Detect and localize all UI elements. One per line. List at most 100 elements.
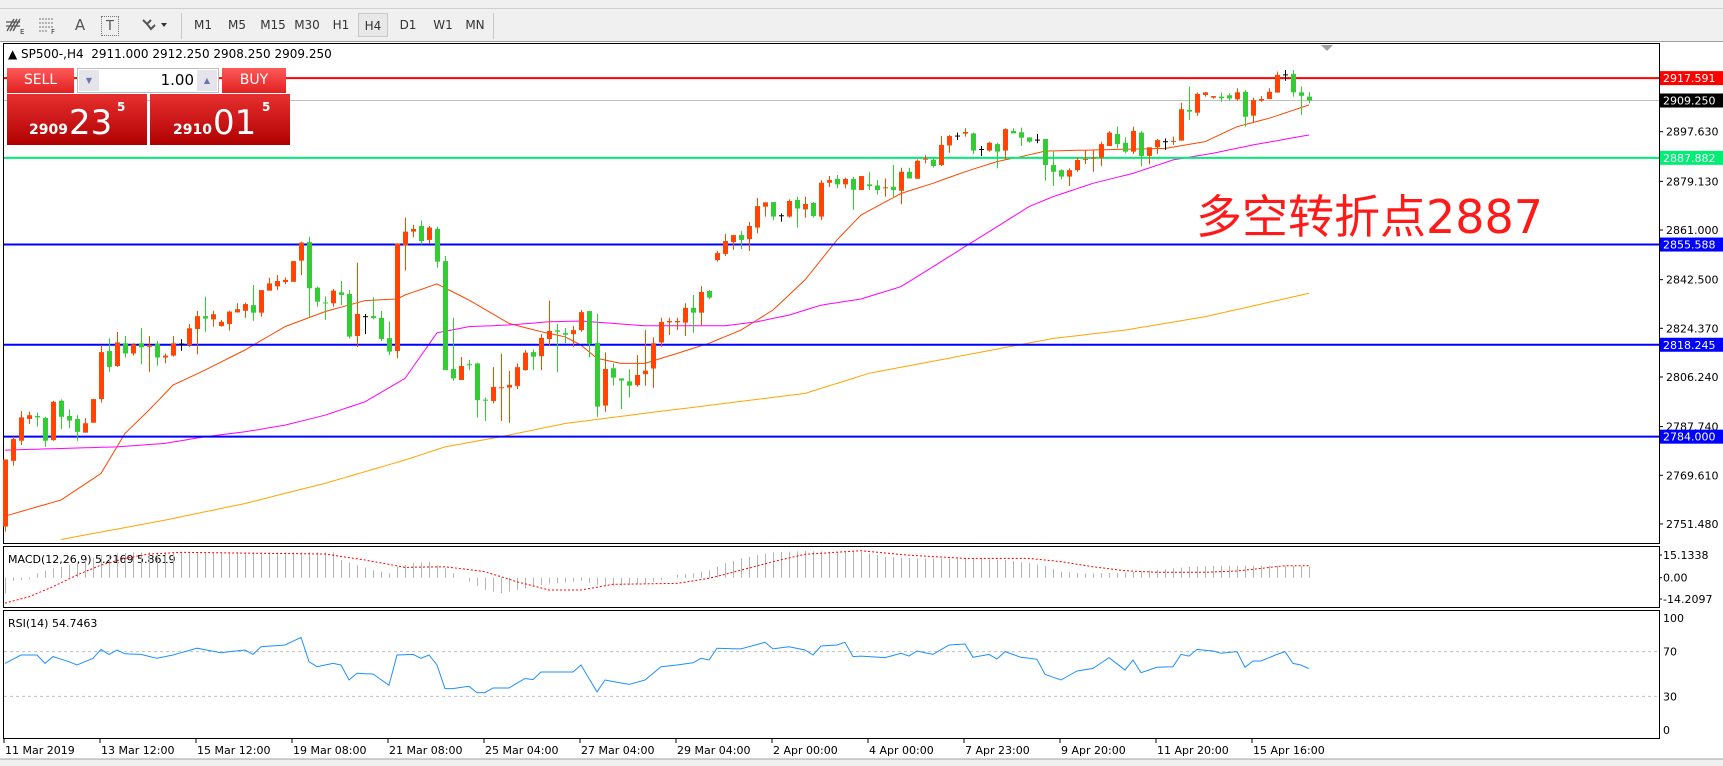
timeframe-d1-button[interactable]: D1: [399, 18, 417, 32]
sell-button[interactable]: SELL: [7, 68, 74, 93]
candle-body: [275, 280, 280, 287]
candle-body: [419, 225, 424, 242]
sell-price-box[interactable]: 2909 23 5: [7, 94, 147, 145]
time-axis-label: 9 Apr 20:00: [1061, 744, 1126, 757]
time-axis-label: 2 Apr 00:00: [773, 744, 838, 757]
candle-body: [587, 311, 592, 345]
candle-body: [1051, 165, 1056, 172]
collapse-triangle-icon[interactable]: ▲: [8, 47, 22, 61]
candle-body: [1083, 158, 1088, 160]
candle-body: [811, 202, 816, 217]
candle-body: [523, 352, 528, 371]
toolbar-separator: [181, 13, 182, 39]
candle-body: [1091, 157, 1096, 159]
candle-body: [1211, 96, 1216, 98]
price-axis-label: 2879.130: [1666, 175, 1719, 188]
time-axis-label: 27 Mar 04:00: [581, 744, 654, 757]
candle-body: [1107, 132, 1112, 146]
moving-average-line-2: [4, 134, 1310, 451]
candle-body: [75, 418, 80, 432]
candle-body: [819, 182, 824, 217]
candle-body: [547, 330, 552, 339]
fibonacci-fan-icon[interactable]: F: [34, 13, 60, 37]
candle-body: [339, 292, 344, 295]
level-price-label: 2818.245: [1663, 339, 1716, 352]
timeframe-m1-button[interactable]: M1: [194, 18, 212, 32]
arrows-dropdown-icon[interactable]: [138, 13, 172, 37]
level-price-tag: [1660, 337, 1723, 352]
timeframe-h4-button[interactable]: H4: [358, 13, 388, 37]
lot-size-input[interactable]: 1.00: [160, 71, 194, 89]
candle-body: [531, 352, 536, 357]
macd-axis-label: 15.1338: [1663, 549, 1709, 562]
candle-body: [307, 242, 312, 289]
candle-body: [403, 231, 408, 246]
chart-tabs-bar[interactable]: [0, 759, 1723, 766]
decrease-lot-icon[interactable]: ▼: [79, 70, 99, 91]
level-price-tag: [1660, 150, 1723, 165]
candle-body: [91, 399, 96, 423]
candle-body: [1011, 130, 1016, 134]
candle-body: [459, 366, 464, 381]
timeframe-w1-button[interactable]: W1: [433, 18, 453, 32]
candle-body: [1275, 74, 1280, 93]
candle-body: [147, 345, 152, 347]
one-click-trading-panel: SELL ▼ 1.00 ▲ BUY 2909 23 5 2910 01 5: [7, 68, 290, 145]
candle-body: [1203, 92, 1208, 95]
candle-body: [267, 283, 272, 291]
candle-body: [947, 136, 952, 146]
candle-body: [67, 416, 72, 421]
candle-body: [483, 399, 488, 401]
candle-body: [763, 202, 768, 207]
rsi-label: RSI(14) 54.7463: [8, 617, 97, 630]
macd-axis-label: 0.00: [1663, 572, 1688, 585]
candle-body: [667, 320, 672, 323]
buy-button[interactable]: BUY: [222, 68, 286, 93]
candle-body: [27, 415, 32, 419]
current-price-tag: [1660, 93, 1723, 108]
candle-body: [699, 292, 704, 313]
candle-body: [731, 235, 736, 243]
candle-body: [291, 261, 296, 282]
candle-body: [683, 307, 688, 323]
candle-body: [1059, 170, 1064, 177]
macd-signal-line: [4, 550, 1309, 604]
timeframe-h1-button[interactable]: H1: [332, 18, 350, 32]
candle-body: [123, 343, 128, 354]
current-price-label: 2909.250: [1663, 94, 1716, 107]
text-label-icon[interactable]: T: [101, 16, 119, 36]
candle-body: [499, 387, 504, 389]
candle-body: [187, 328, 192, 346]
candle-body: [475, 363, 480, 401]
fibonacci-expansion-icon[interactable]: E: [2, 13, 28, 37]
lot-size-stepper[interactable]: ▼ 1.00 ▲: [77, 68, 219, 93]
increase-lot-icon[interactable]: ▲: [197, 70, 217, 91]
candle-body: [427, 227, 432, 240]
timeframe-m30-button[interactable]: M30: [294, 18, 320, 32]
candle-body: [1147, 147, 1152, 156]
candle-body: [1267, 91, 1272, 100]
candle-body: [723, 241, 728, 254]
timeframe-m15-button[interactable]: M15: [260, 18, 286, 32]
candle-body: [1179, 109, 1184, 141]
buy-price-pips: 01: [213, 103, 257, 143]
timeframe-m5-button[interactable]: M5: [228, 18, 246, 32]
timeframe-mn-button[interactable]: MN: [465, 18, 485, 32]
candle-body: [1291, 74, 1296, 93]
candle-body: [995, 144, 1000, 152]
candle-body: [595, 342, 600, 407]
candle-body: [755, 206, 760, 228]
candle-body: [227, 311, 232, 324]
buy-price-box[interactable]: 2910 01 5: [150, 94, 290, 145]
main-toolbar-row: [0, 0, 1723, 9]
candle-body: [195, 316, 200, 330]
text-icon[interactable]: A: [74, 16, 86, 34]
candle-body: [355, 314, 360, 337]
candle-body: [691, 307, 696, 313]
macd-pane-border: [3, 546, 1660, 608]
chart-shift-marker-icon[interactable]: [1321, 45, 1333, 51]
candle-body: [1307, 96, 1312, 101]
candle-body: [115, 342, 120, 367]
chart-annotation-text[interactable]: 多空转折点2887: [1196, 190, 1544, 244]
